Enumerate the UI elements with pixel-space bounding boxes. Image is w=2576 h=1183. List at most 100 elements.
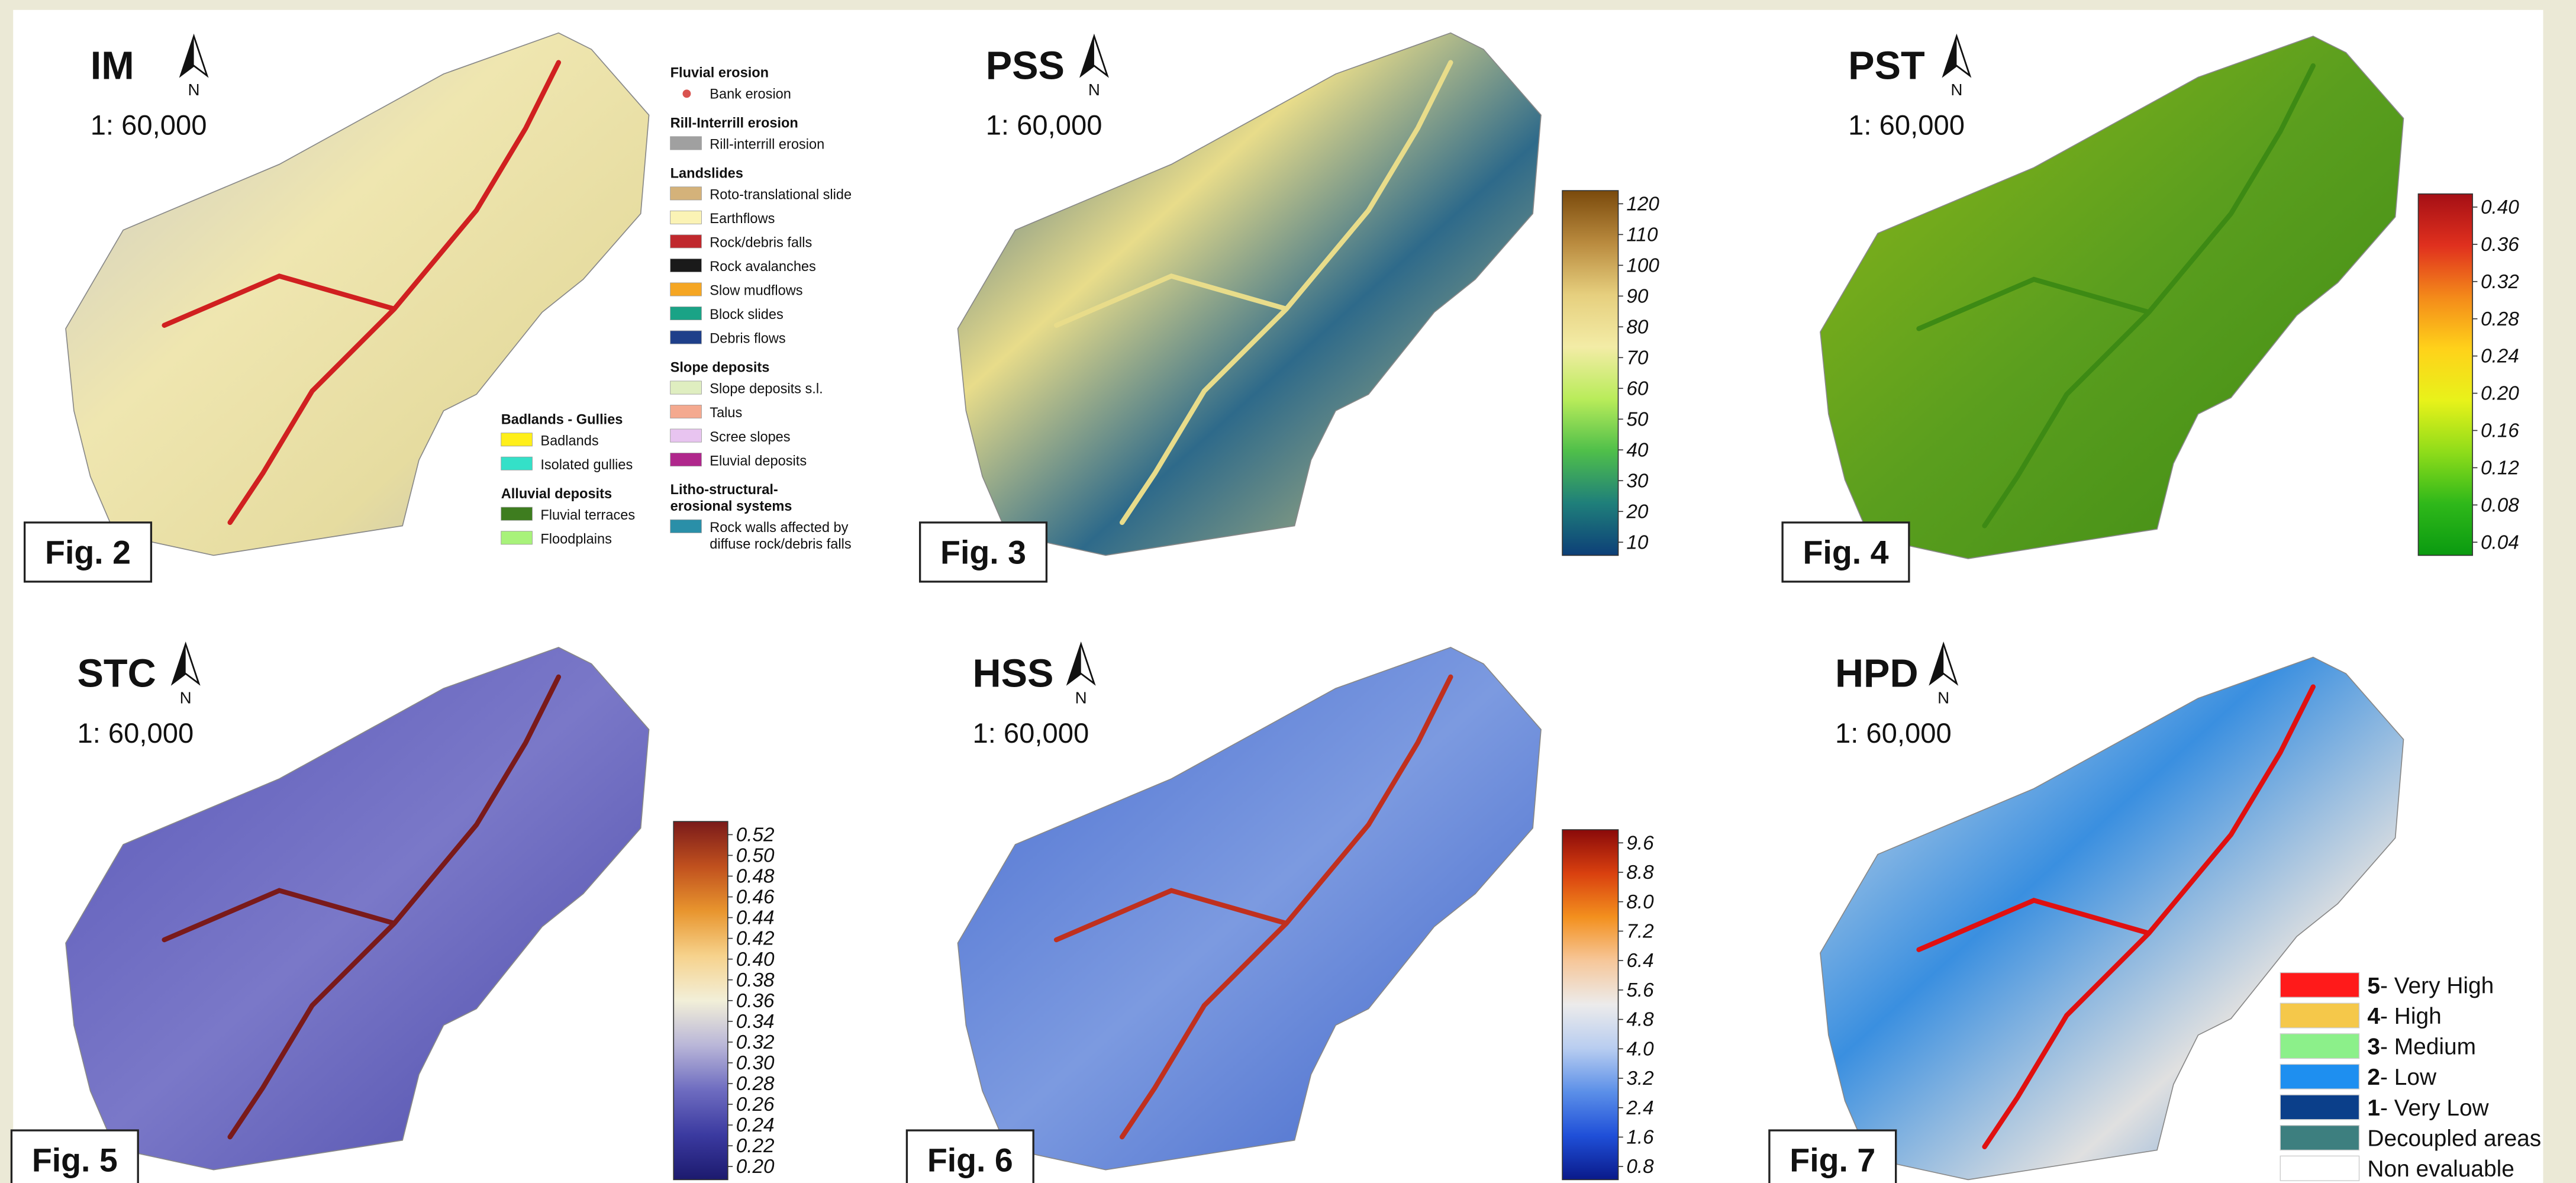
class-number: 5	[2367, 973, 2380, 998]
legend-item: Debris flows	[710, 331, 785, 346]
colorbar-label: 0.42	[736, 928, 775, 950]
colorbar-label: 7.2	[1626, 921, 1654, 943]
legend-swatch	[2280, 973, 2359, 998]
colorbar-label: 0.24	[2481, 346, 2519, 368]
colorbar-label: 0.48	[736, 866, 775, 888]
north-label: N	[1075, 688, 1087, 707]
legend-item: Talus	[710, 405, 742, 420]
colorbar-label: 0.12	[2481, 457, 2519, 479]
legend-swatch	[670, 429, 702, 442]
colorbar-label: 0.08	[2481, 494, 2519, 516]
legend-item: Fluvial terraces	[540, 507, 635, 523]
north-label: N	[188, 80, 200, 99]
panel-title: PSS	[986, 44, 1065, 88]
legend-swatch	[2280, 1095, 2359, 1120]
class-number: 3	[2367, 1034, 2380, 1060]
legend-item: Isolated gullies	[540, 457, 633, 472]
colorbar-label: 60	[1626, 378, 1649, 399]
colorbar-label: 0.26	[736, 1094, 775, 1116]
legend-item: Badlands	[540, 433, 598, 448]
colorbar-label: 4.8	[1626, 1009, 1654, 1031]
colorbar-label: 9.6	[1626, 832, 1654, 854]
colorbar-label: 5.6	[1626, 979, 1654, 1001]
class-label: - High	[2380, 1004, 2442, 1029]
colorbar-label: 2.4	[1626, 1097, 1653, 1119]
legend-swatch	[501, 531, 533, 544]
colorbar-label: 3.2	[1626, 1068, 1654, 1089]
panel-title: HPD	[1835, 652, 1919, 696]
legend-item: Rock avalanches	[710, 259, 816, 274]
legend-item: Earthflows	[710, 211, 775, 226]
figure-label: Fig. 2	[45, 534, 131, 570]
colorbar-label: 50	[1626, 408, 1649, 430]
colorbar-label: 4.0	[1626, 1038, 1654, 1060]
legend-item: Slow mudflows	[710, 283, 802, 298]
map-scale: 1: 60,000	[986, 110, 1102, 141]
colorbar-label: 0.44	[736, 907, 775, 929]
colorbar-label: 0.52	[736, 824, 775, 846]
legend-item: Floodplains	[540, 531, 612, 546]
class-number: 1	[2367, 1095, 2380, 1121]
figure-label: Fig. 4	[1803, 534, 1889, 570]
legend-swatch	[670, 283, 702, 296]
legend-item: Eluvial deposits	[710, 453, 807, 468]
colorbar-label: 0.20	[2481, 383, 2519, 405]
figure-label: Fig. 6	[927, 1142, 1013, 1178]
colorbar-label: 20	[1626, 501, 1649, 523]
colorbar-label: 110	[1626, 224, 1658, 246]
colorbar-label: 0.22	[736, 1135, 775, 1157]
colorbar	[2418, 194, 2472, 556]
map-scale: 1: 60,000	[1835, 718, 1952, 749]
legend-item: Rock walls affected by	[710, 520, 848, 535]
figure-label: Fig. 5	[32, 1142, 118, 1178]
colorbar-label: 0.8	[1626, 1156, 1654, 1178]
figure-sheet: IMN1: 60,000Fig. 2Fluvial erosionBank er…	[0, 0, 2576, 1183]
legend-swatch	[670, 331, 702, 344]
legend-swatch	[2280, 1034, 2359, 1059]
colorbar-label: 8.0	[1626, 891, 1654, 913]
legend-swatch	[682, 89, 691, 98]
legend-item: Bank erosion	[710, 86, 791, 102]
map-scale: 1: 60,000	[972, 718, 1089, 749]
colorbar-label: 70	[1626, 347, 1649, 369]
legend-heading: Landslides	[670, 165, 743, 180]
colorbar-label: 1.6	[1626, 1127, 1654, 1149]
legend-item: 4- High	[2367, 1004, 2441, 1029]
legend-heading: Alluvial deposits	[501, 486, 612, 501]
legend-heading: erosional systems	[670, 498, 792, 514]
panel-title: IM	[91, 44, 134, 88]
legend-item: 5- Very High	[2367, 973, 2494, 998]
legend-swatch	[670, 235, 702, 248]
colorbar-label: 0.40	[736, 949, 775, 971]
legend-heading: Slope deposits	[670, 360, 770, 375]
class-label: - Very High	[2380, 973, 2494, 998]
colorbar-label: 0.20	[736, 1156, 775, 1178]
legend-swatch	[670, 453, 702, 466]
legend-item: Block slides	[710, 307, 784, 322]
north-label: N	[1088, 80, 1100, 99]
legend-item: Rock/debris falls	[710, 235, 812, 250]
colorbar-label: 6.4	[1626, 950, 1653, 972]
colorbar-label: 0.38	[736, 969, 775, 991]
map-scale: 1: 60,000	[77, 718, 194, 749]
colorbar-label: 0.36	[2481, 234, 2519, 256]
colorbar-label: 8.8	[1626, 862, 1654, 884]
legend-item: Decoupled areas	[2367, 1126, 2541, 1151]
map-scale: 1: 60,000	[1848, 110, 1965, 141]
legend-swatch	[670, 187, 702, 200]
page: {"panels":[ {"title":"IM","north":"N","s…	[0, 0, 2576, 1183]
legend-item: 3- Medium	[2367, 1034, 2476, 1060]
colorbar	[673, 821, 728, 1179]
colorbar-label: 0.36	[736, 990, 775, 1012]
legend-item: Slope deposits s.l.	[710, 381, 823, 397]
legend-swatch	[670, 520, 702, 533]
class-label: - Very Low	[2380, 1095, 2490, 1121]
legend-swatch	[2280, 1126, 2359, 1150]
legend-swatch	[670, 211, 702, 224]
legend-swatch	[670, 259, 702, 272]
legend-item: 1- Very Low	[2367, 1095, 2489, 1121]
colorbar-label: 0.32	[2481, 271, 2519, 293]
panel-title: STC	[77, 652, 156, 696]
colorbar-label: 0.32	[736, 1032, 775, 1053]
legend-heading: Badlands - Gullies	[501, 411, 623, 427]
